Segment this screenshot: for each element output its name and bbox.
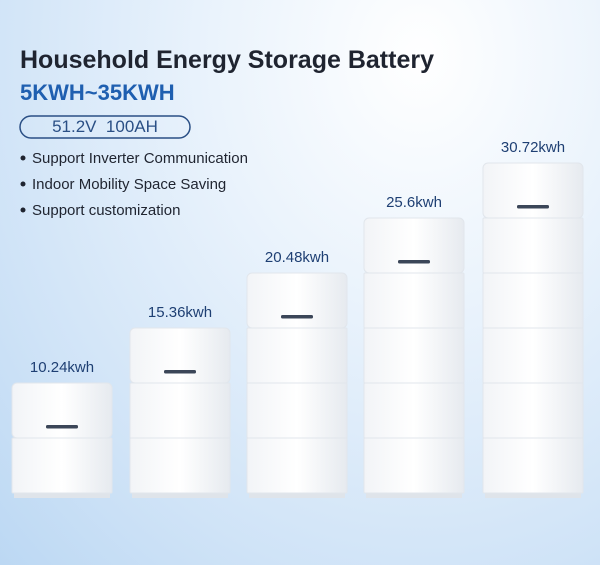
bullet (20, 181, 26, 187)
feature: Support Inverter Communication (32, 150, 248, 167)
bullet (20, 155, 26, 161)
bullet (20, 207, 26, 213)
spec: 51.2V 100AH (52, 117, 158, 136)
battery-module (482, 217, 584, 274)
battery-module (11, 382, 113, 439)
battery-group: 10.24kwh 15.36kwh 20.48kwh 25.6kwh 30.72kwh (11, 139, 584, 498)
feature: Indoor Mobility Space Saving (32, 176, 226, 193)
battery-handle (398, 260, 430, 264)
battery-module (363, 437, 465, 494)
battery-module (363, 327, 465, 384)
battery-module (363, 382, 465, 439)
battery-handle (46, 425, 78, 429)
battery-module (246, 272, 348, 329)
battery-module (363, 272, 465, 329)
battery-handle (281, 315, 313, 319)
capacity-range: 5KWH~35KWH (20, 80, 175, 105)
battery-module (246, 437, 348, 494)
battery-module (482, 327, 584, 384)
battery-base (14, 492, 110, 498)
feature: Support customization (32, 202, 180, 219)
battery-label: 30.72kwh (501, 139, 565, 156)
battery-base (485, 492, 581, 498)
spec-pill (19, 115, 191, 139)
title: Household Energy Storage Battery (20, 46, 434, 74)
battery-module (129, 437, 231, 494)
battery-base (249, 492, 345, 498)
battery-module (363, 217, 465, 274)
battery-module (129, 382, 231, 439)
battery-module (482, 272, 584, 329)
battery-base (132, 492, 228, 498)
feature-list: Support Inverter Communication Indoor Mob… (20, 150, 248, 219)
battery-base (366, 492, 462, 498)
battery-module (246, 327, 348, 384)
battery-label: 15.36kwh (148, 304, 212, 321)
battery-label: 25.6kwh (386, 194, 442, 211)
battery-handle (517, 205, 549, 209)
battery-module (482, 382, 584, 439)
battery-handle (164, 370, 196, 374)
battery-module (482, 437, 584, 494)
battery-module (11, 437, 113, 494)
battery-label: 20.48kwh (265, 249, 329, 266)
battery-module (246, 382, 348, 439)
battery-module (129, 327, 231, 384)
battery-module (482, 162, 584, 219)
battery-label: 10.24kwh (30, 359, 94, 376)
